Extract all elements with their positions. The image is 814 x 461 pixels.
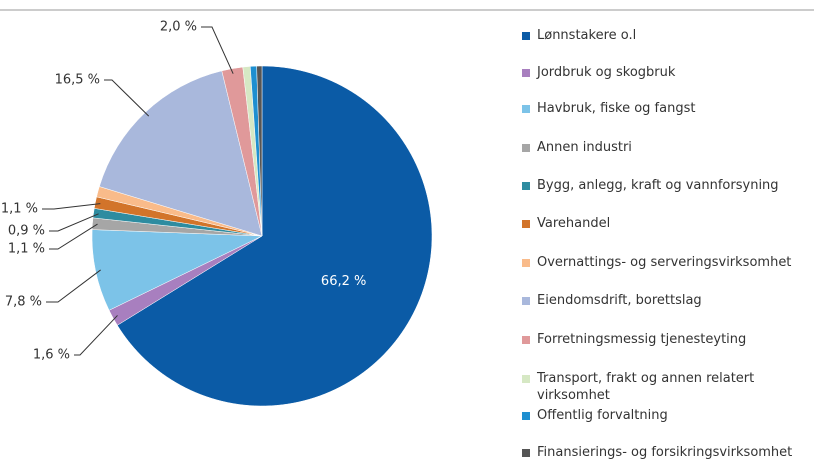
legend-label: Varehandel xyxy=(537,216,611,231)
legend-swatch xyxy=(522,69,530,77)
legend-item: Eiendomsdrift, borettslag xyxy=(522,292,814,309)
legend-swatch xyxy=(522,336,530,344)
legend-item: Jordbruk og skogbruk xyxy=(522,64,814,81)
legend-swatch xyxy=(522,32,530,40)
legend-item: Forretningsmessig tjenesteyting xyxy=(522,331,814,348)
data-label: 0,9 % xyxy=(8,224,45,239)
legend-item: Transport, frakt og annen relatert virks… xyxy=(522,370,814,404)
legend-label: Offentlig forvaltning xyxy=(537,408,668,423)
legend-item: Varehandel xyxy=(522,215,814,232)
legend-item: Lønnstakere o.l xyxy=(522,27,814,44)
leader-line xyxy=(42,203,101,210)
legend-label: Jordbruk og skogbruk xyxy=(537,65,676,80)
legend-item: Finansierings- og forsikringsvirksomhet xyxy=(522,444,814,461)
data-label: 1,1 % xyxy=(1,202,38,217)
legend-label: Forretningsmessig tjenesteyting xyxy=(537,332,747,347)
legend-item: Offentlig forvaltning xyxy=(522,407,814,424)
legend-item: Annen industri xyxy=(522,139,814,156)
legend-item: Havbruk, fiske og fangst xyxy=(522,100,814,117)
leader-line xyxy=(49,213,99,232)
data-label: 66,2 % xyxy=(321,274,366,289)
pie-slice xyxy=(256,65,263,237)
legend-label: Annen industri xyxy=(537,140,632,155)
data-label: 16,5 % xyxy=(55,73,100,88)
leader-line xyxy=(104,79,150,117)
legend-swatch xyxy=(522,259,530,267)
legend-swatch xyxy=(522,182,530,190)
pie-slice xyxy=(116,65,433,407)
legend-item: Overnattings- og serveringsvirksomhet xyxy=(522,254,814,271)
leader-line xyxy=(74,315,118,356)
legend-swatch xyxy=(522,105,530,113)
data-label: 1,1 % xyxy=(8,242,45,257)
legend-label: Lønnstakere o.l xyxy=(537,28,637,43)
data-label: 1,6 % xyxy=(33,348,70,363)
legend-label: Bygg, anlegg, kraft og vannforsyning xyxy=(537,178,779,193)
leader-line xyxy=(46,269,101,303)
leader-line xyxy=(201,26,234,74)
leader-line xyxy=(49,223,98,250)
legend-label: Transport, frakt og annen relatert virks… xyxy=(537,371,755,403)
legend-swatch xyxy=(522,412,530,420)
data-label: 2,0 % xyxy=(160,20,197,35)
legend-label: Overnattings- og serveringsvirksomhet xyxy=(537,255,792,270)
legend-item: Bygg, anlegg, kraft og vannforsyning xyxy=(522,177,814,194)
legend-label: Finansierings- og forsikringsvirksomhet xyxy=(537,445,793,460)
legend-swatch xyxy=(522,220,530,228)
legend-swatch xyxy=(522,449,530,457)
legend-label: Havbruk, fiske og fangst xyxy=(537,101,696,116)
legend-swatch xyxy=(522,375,530,383)
legend-swatch xyxy=(522,144,530,152)
data-label: 7,8 % xyxy=(5,295,42,310)
legend-label: Eiendomsdrift, borettslag xyxy=(537,293,702,308)
legend-swatch xyxy=(522,297,530,305)
